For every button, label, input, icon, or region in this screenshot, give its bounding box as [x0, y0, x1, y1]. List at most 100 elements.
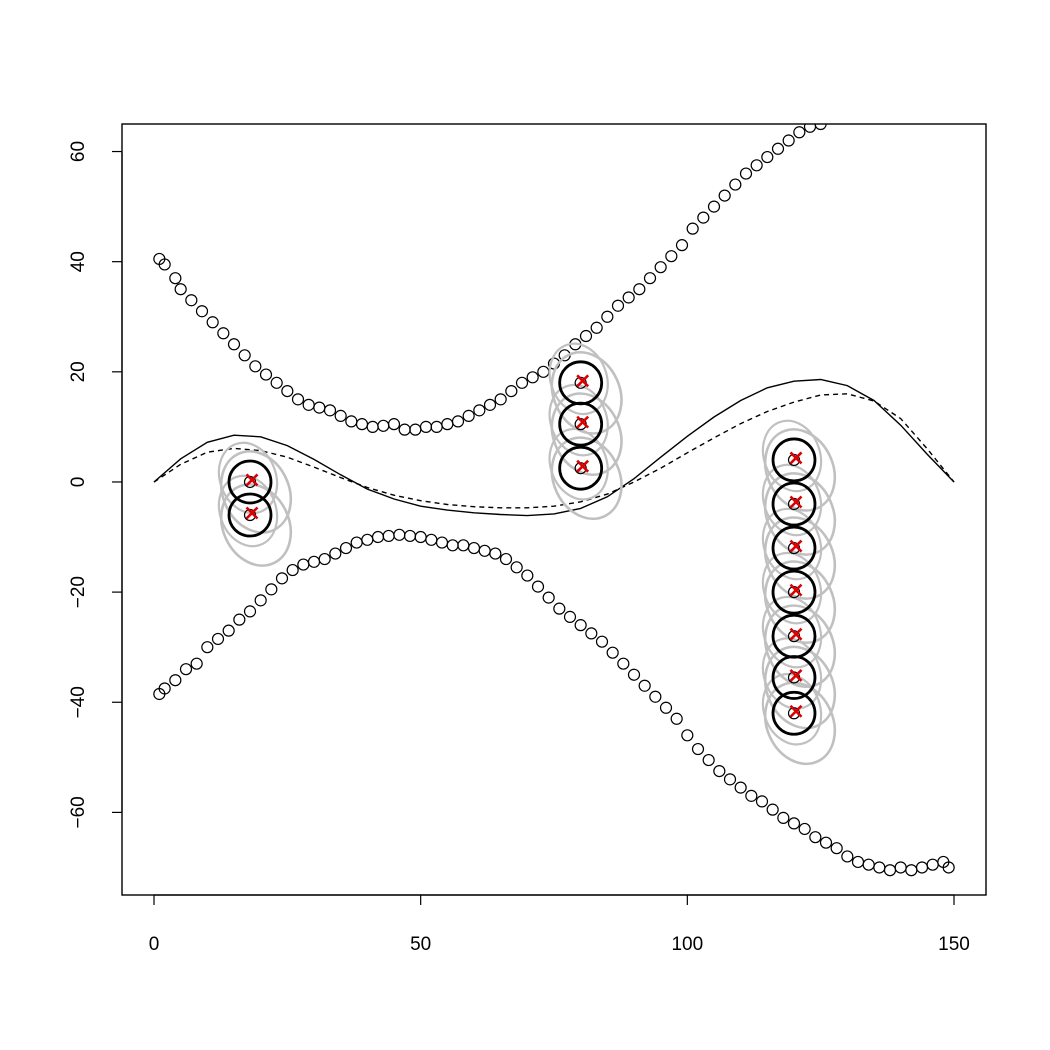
red-cross-marker — [245, 473, 259, 487]
lower-track-point — [414, 530, 427, 544]
upper-track-point — [291, 393, 305, 406]
upper-track-point — [697, 211, 710, 224]
lower-track-point — [254, 594, 267, 607]
lower-track-point — [350, 536, 363, 549]
lower-track-point — [755, 795, 769, 808]
lower-track-point — [681, 729, 694, 742]
upper-track-point — [169, 272, 182, 285]
upper-track-point — [633, 283, 646, 296]
lower-track-point — [905, 864, 918, 877]
upper-track-point — [750, 159, 763, 172]
upper-track-point — [451, 415, 465, 428]
upper-track-point — [771, 142, 785, 155]
upper-track-point — [259, 368, 273, 381]
lower-track-point — [179, 663, 193, 676]
lower-track-point — [521, 569, 534, 582]
estimate-circle — [227, 459, 273, 505]
upper-track-point — [622, 291, 635, 304]
estimate-circle — [771, 569, 817, 615]
y-tick-label: 40 — [68, 251, 89, 272]
lower-track-point — [873, 861, 886, 874]
lower-track-point — [713, 764, 726, 778]
upper-track-point — [302, 398, 315, 411]
x-tick-label: 100 — [671, 934, 703, 955]
upper-track-point — [430, 420, 443, 433]
lower-track-point — [169, 674, 182, 687]
lower-track-point — [329, 547, 342, 560]
upper-track-point — [334, 409, 347, 422]
lower-track-point — [467, 541, 481, 555]
uncertainty-ellipse — [217, 474, 279, 548]
lower-track-point — [243, 605, 257, 618]
red-cross-marker — [576, 374, 590, 388]
lower-track-point — [617, 657, 630, 670]
upper-track-point — [483, 398, 497, 411]
y-tick-label: 0 — [68, 477, 89, 488]
lower-track-point — [393, 528, 406, 541]
lower-track-point — [798, 822, 811, 836]
lower-track-point — [809, 831, 822, 844]
lower-track-point — [862, 858, 875, 871]
estimate-circle — [771, 481, 817, 527]
uncertainty-ellipse — [219, 483, 293, 567]
red-cross-marker — [576, 415, 590, 429]
lower-track-point — [382, 529, 395, 543]
lower-track-point — [723, 773, 737, 786]
upper-track-point — [814, 124, 827, 131]
y-tick-label: 20 — [68, 361, 89, 382]
upper-track-point — [409, 423, 422, 436]
uncertainty-ellipse — [548, 427, 609, 501]
lower-track-point — [830, 842, 843, 855]
upper-track-point — [611, 299, 625, 312]
upper-track-point — [793, 126, 806, 139]
uncertainty-ellipse — [763, 645, 837, 730]
estimate-circle — [558, 445, 604, 491]
lower-track-point — [595, 635, 609, 648]
upper-track-point — [803, 124, 817, 133]
lower-track-point — [702, 753, 715, 767]
lower-track-point — [691, 742, 705, 756]
lower-track-point — [510, 561, 523, 574]
lower-track-point — [649, 690, 662, 703]
lower-track-point — [777, 811, 790, 825]
upper-track-point — [579, 329, 593, 343]
lower-track-point — [606, 646, 619, 659]
upper-track-point — [761, 150, 774, 164]
uncertainty-ellipse — [761, 637, 823, 710]
lower-track-point — [841, 850, 854, 863]
lower-track-point — [499, 552, 513, 566]
upper-track-point — [643, 272, 657, 285]
lower-track-point — [297, 558, 310, 571]
data-layer — [153, 124, 955, 877]
uncertainty-ellipse — [548, 342, 609, 416]
lower-track-point — [478, 544, 491, 557]
uncertainty-ellipse — [548, 383, 609, 457]
upper-track-point — [473, 404, 486, 417]
estimate-circle — [227, 492, 273, 538]
y-tick-label: −20 — [68, 576, 89, 608]
estimate-circle — [771, 525, 817, 571]
upper-track-point — [675, 239, 689, 252]
upper-track-point — [377, 419, 390, 432]
solid-curve — [153, 378, 955, 517]
y-tick-label: −40 — [68, 686, 89, 718]
estimate-circle — [771, 437, 817, 483]
lower-track-point — [585, 627, 598, 640]
red-cross-marker — [789, 583, 803, 597]
upper-track-point — [387, 418, 401, 431]
upper-track-point — [590, 321, 603, 334]
lower-track-point — [942, 861, 955, 874]
upper-track-point — [323, 404, 337, 417]
upper-track-point — [729, 178, 742, 191]
upper-track-point — [665, 250, 678, 263]
upper-track-point — [313, 401, 326, 414]
red-cross-marker — [789, 627, 803, 641]
y-tick-label: 60 — [68, 141, 89, 162]
lower-track-point — [435, 536, 449, 549]
lower-track-point — [745, 789, 758, 802]
lower-track-point — [286, 563, 299, 577]
upper-track-point — [419, 420, 433, 433]
lower-track-point — [201, 641, 214, 654]
lower-track-point — [318, 552, 331, 566]
upper-track-point — [505, 384, 518, 398]
